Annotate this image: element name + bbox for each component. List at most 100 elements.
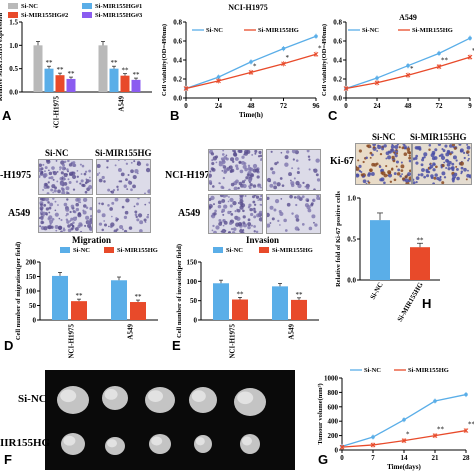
cell-dot xyxy=(423,175,427,179)
cell-dot xyxy=(223,170,227,174)
cell-dot xyxy=(49,202,54,207)
cell-dot xyxy=(232,152,238,157)
significance-mark: ** xyxy=(135,293,143,301)
chart-a-ytick-label: 0.5 xyxy=(9,65,18,73)
cell-dot xyxy=(385,157,388,160)
cell-dot xyxy=(220,157,224,161)
cell-dot xyxy=(392,159,396,163)
panel-f: Si-NC IIR155HG xyxy=(0,365,300,474)
cell-dot xyxy=(237,186,240,190)
cell-dot xyxy=(381,147,384,151)
panel-b-label: B xyxy=(170,108,180,123)
panel-f-label: F xyxy=(4,452,12,467)
legend-label: Si-NC xyxy=(21,3,38,10)
cell-dot xyxy=(255,195,260,199)
cell-dot xyxy=(356,173,360,178)
cell-dot xyxy=(360,173,364,177)
cell-dot xyxy=(78,222,83,227)
significance-mark: ** xyxy=(76,292,84,300)
cell-dot xyxy=(70,173,74,177)
chart-d-ytick-label: 100 xyxy=(26,288,37,296)
migration-col2-label: Si-MIR155HG xyxy=(95,148,152,158)
cell-dot xyxy=(132,184,136,189)
cell-dot xyxy=(239,169,244,174)
cell-dot xyxy=(390,148,395,153)
cell-dot xyxy=(124,210,129,215)
cell-dot xyxy=(60,171,64,175)
cell-dot xyxy=(369,151,373,155)
cell-dot xyxy=(358,149,362,153)
cell-dot xyxy=(273,208,277,212)
cell-dot xyxy=(429,163,432,166)
cell-dot xyxy=(416,146,420,150)
cell-dot xyxy=(257,199,260,201)
cell-dot xyxy=(130,188,133,192)
cell-dot xyxy=(227,167,231,171)
tumor-highlight xyxy=(148,390,163,402)
cell-dot xyxy=(460,170,464,173)
cell-dot xyxy=(432,162,436,166)
cell-dot xyxy=(101,202,104,206)
panel-d-label: D xyxy=(4,338,14,353)
cell-dot xyxy=(252,184,257,188)
cell-dot xyxy=(40,218,44,221)
cell-dot xyxy=(85,206,89,209)
cell-dot xyxy=(310,203,314,207)
cell-dot xyxy=(370,172,375,176)
cell-dot xyxy=(273,185,278,190)
legend-swatch xyxy=(8,3,18,9)
cell-dot xyxy=(432,152,435,156)
bar xyxy=(44,68,54,92)
cell-dot xyxy=(55,160,58,162)
cell-dot xyxy=(258,197,262,201)
cell-dot xyxy=(247,164,251,168)
cell-dot xyxy=(106,166,109,169)
significance-mark: ** xyxy=(318,44,322,52)
cell-dot xyxy=(227,200,230,203)
cell-dot xyxy=(238,160,242,164)
cell-dot xyxy=(445,158,449,163)
tumor-highlight xyxy=(242,436,252,446)
legend-label: Si-MIR155HG#2 xyxy=(21,12,68,19)
cell-dot xyxy=(145,163,149,167)
bar xyxy=(33,45,43,92)
cell-dot xyxy=(428,144,432,147)
x-tick-label: 72 xyxy=(436,102,444,110)
cell-dot xyxy=(242,229,245,232)
cell-dot xyxy=(217,200,222,205)
cell-dot xyxy=(139,229,143,232)
cell-dot xyxy=(84,224,87,227)
cell-dot xyxy=(83,172,87,176)
cell-dot xyxy=(402,144,406,146)
cell-dot xyxy=(51,166,55,170)
cell-dot xyxy=(89,176,91,179)
cell-dot xyxy=(69,219,72,222)
tumor-highlight xyxy=(60,389,77,403)
cell-dot xyxy=(215,161,218,164)
cell-dot xyxy=(65,218,69,221)
cell-dot xyxy=(234,209,237,213)
cell-dot xyxy=(404,175,408,179)
cell-dot xyxy=(289,195,293,199)
cell-dot xyxy=(258,210,262,215)
cell-dot xyxy=(210,214,213,217)
cell-dot xyxy=(295,218,300,222)
cell-dot xyxy=(396,144,399,146)
cell-dot xyxy=(108,225,110,228)
legend-label: Si-NC xyxy=(73,247,90,254)
cell-dot xyxy=(415,181,418,184)
cell-dot xyxy=(398,146,401,149)
cell-dot xyxy=(366,144,369,148)
cell-dot xyxy=(98,172,101,174)
cell-dot xyxy=(60,230,63,232)
cell-dot xyxy=(403,152,408,156)
cell-dot xyxy=(144,221,147,223)
cell-dot xyxy=(312,198,316,203)
cell-dot xyxy=(146,215,149,219)
cell-dot xyxy=(360,170,363,174)
x-tick-label: 28 xyxy=(463,454,471,462)
cell-dot xyxy=(45,160,50,163)
cell-dot xyxy=(252,163,258,169)
cell-dot xyxy=(376,150,379,152)
cell-dot xyxy=(385,151,390,156)
